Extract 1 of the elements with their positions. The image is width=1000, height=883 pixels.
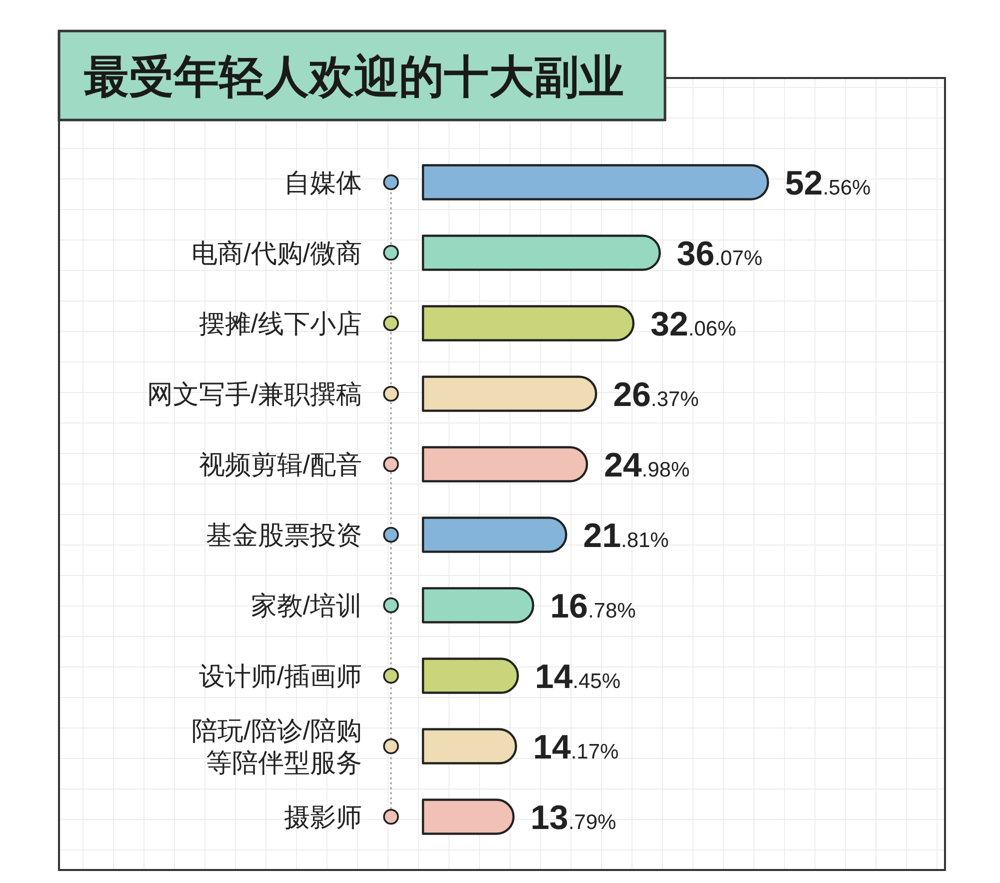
title: 最受年轻人欢迎的十大副业 xyxy=(84,51,624,102)
